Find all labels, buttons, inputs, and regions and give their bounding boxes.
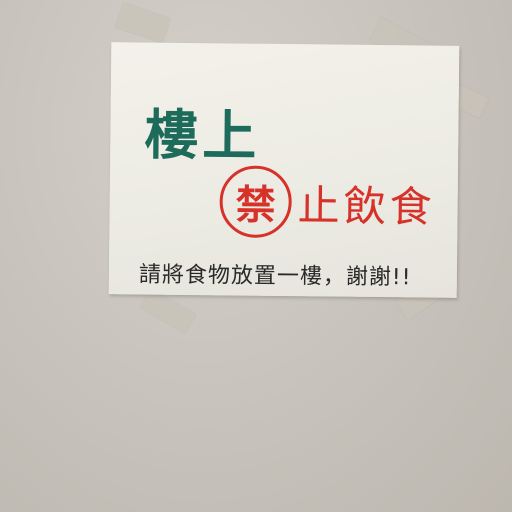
tape-top-left — [115, 2, 171, 44]
no-food-text: 止飲食 — [297, 181, 436, 232]
tape-bottom-left — [139, 288, 197, 334]
stamp-char: 禁 — [235, 182, 276, 229]
sign-title: 樓上 — [144, 103, 261, 168]
prohibit-stamp: 禁 — [219, 165, 293, 239]
instruction-note: 請將食物放置一樓，謝謝!! — [138, 262, 412, 291]
notice-paper: 樓上 禁 止飲食 請將食物放置一樓，謝謝!! — [108, 42, 460, 298]
